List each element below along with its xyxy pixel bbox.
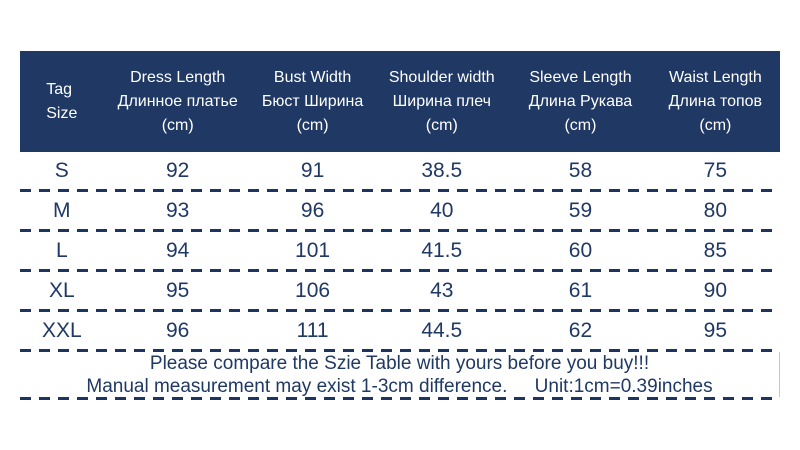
row-divider bbox=[20, 309, 780, 312]
row-divider bbox=[20, 269, 780, 272]
row-divider bbox=[20, 349, 780, 352]
header-en: Dress Length bbox=[130, 68, 226, 86]
value-cell: 111 bbox=[296, 318, 329, 342]
column-header-waist-length: Waist Length Длина топов (cm) bbox=[651, 66, 780, 138]
value-cell: 95 bbox=[166, 278, 190, 302]
value-cell: 40 bbox=[430, 198, 454, 222]
table-row-xl: XL 95 106 43 61 90 bbox=[20, 272, 780, 309]
value-cell: 91 bbox=[300, 158, 325, 182]
value-cell: 90 bbox=[703, 278, 728, 302]
table-row-xxl: XXL 96 111 44.5 62 95 bbox=[20, 312, 780, 349]
value-cell: 75 bbox=[703, 158, 728, 182]
value-cell: 38.5 bbox=[421, 158, 463, 182]
tag-size-line2: Size bbox=[46, 104, 78, 122]
row-divider bbox=[20, 229, 780, 232]
size-table: Tag Size Dress Length Длинное платье (cm… bbox=[20, 51, 780, 400]
size-cell: M bbox=[53, 198, 71, 222]
value-cell: 96 bbox=[166, 318, 190, 342]
value-cell: 41.5 bbox=[421, 238, 463, 262]
footer-note-line2: Manual measurement may exist 1-3cm diffe… bbox=[20, 375, 779, 398]
header-unit: (cm) bbox=[296, 116, 329, 134]
column-header-dress-length: Dress Length Длинное платье (cm) bbox=[104, 66, 252, 138]
value-cell: 44.5 bbox=[421, 318, 463, 342]
header-en: Waist Length bbox=[668, 68, 762, 86]
header-ru: Длина Рукава bbox=[528, 92, 633, 110]
column-header-tag-size: Tag Size bbox=[20, 78, 104, 126]
footer-note-line1: Please compare the Szie Table with yours… bbox=[149, 352, 650, 374]
value-cell: 62 bbox=[568, 318, 593, 342]
header-ru: Длина топов bbox=[668, 92, 763, 110]
column-header-shoulder-width: Shoulder width Ширина плеч (cm) bbox=[373, 66, 510, 138]
size-table-header-row: Tag Size Dress Length Длинное платье (cm… bbox=[20, 51, 780, 152]
table-bottom-divider bbox=[20, 397, 780, 400]
value-cell: 92 bbox=[166, 158, 190, 182]
table-footer-note: Please compare the Szie Table with yours… bbox=[20, 352, 780, 397]
header-en: Bust Width bbox=[273, 68, 352, 86]
size-cell: XXL bbox=[41, 318, 82, 342]
value-cell: 106 bbox=[295, 278, 331, 302]
size-cell: XL bbox=[48, 278, 75, 302]
size-cell: S bbox=[54, 158, 69, 182]
row-divider bbox=[20, 189, 780, 192]
header-unit: (cm) bbox=[564, 116, 597, 134]
value-cell: 61 bbox=[568, 278, 593, 302]
header-en: Shoulder width bbox=[388, 68, 495, 86]
value-cell: 94 bbox=[166, 238, 190, 262]
value-cell: 95 bbox=[703, 318, 728, 342]
footer-note-unit: Unit:1cm=0.39inches bbox=[534, 375, 713, 397]
header-ru: Длинное платье bbox=[117, 92, 238, 110]
value-cell: 80 bbox=[703, 198, 728, 222]
header-ru: Ширина плеч bbox=[392, 92, 491, 110]
value-cell: 43 bbox=[430, 278, 454, 302]
size-cell: L bbox=[55, 238, 68, 262]
header-unit: (cm) bbox=[161, 116, 194, 134]
column-header-bust-width: Bust Width Бюст Ширина (cm) bbox=[252, 66, 374, 138]
value-cell: 60 bbox=[568, 238, 593, 262]
table-row-s: S 92 91 38.5 58 75 bbox=[20, 152, 780, 189]
header-ru: Бюст Ширина bbox=[261, 92, 364, 110]
value-cell: 93 bbox=[166, 198, 190, 222]
header-unit: (cm) bbox=[699, 116, 732, 134]
value-cell: 96 bbox=[300, 198, 325, 222]
footer-note-measurement: Manual measurement may exist 1-3cm diffe… bbox=[86, 375, 508, 397]
column-header-sleeve-length: Sleeve Length Длина Рукава (cm) bbox=[510, 66, 651, 138]
table-row-l: L 94 101 41.5 60 85 bbox=[20, 232, 780, 269]
header-unit: (cm) bbox=[425, 116, 458, 134]
header-en: Sleeve Length bbox=[529, 68, 632, 86]
value-cell: 101 bbox=[295, 238, 331, 262]
tag-size-line1: Tag bbox=[46, 80, 73, 98]
table-row-m: M 93 96 40 59 80 bbox=[20, 192, 780, 229]
value-cell: 59 bbox=[568, 198, 593, 222]
value-cell: 85 bbox=[703, 238, 728, 262]
value-cell: 58 bbox=[568, 158, 593, 182]
